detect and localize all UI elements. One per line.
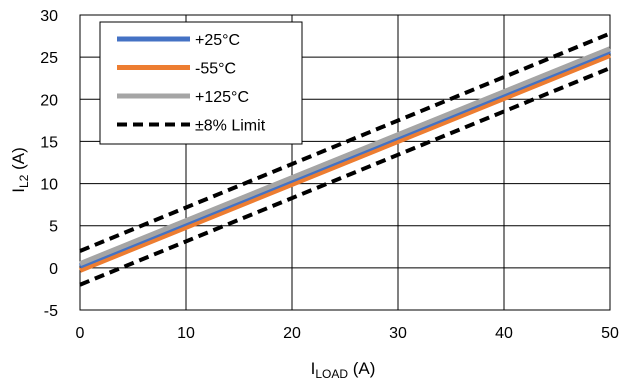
x-tick-label: 0 [76, 325, 85, 342]
x-tick-label: 30 [389, 325, 407, 342]
legend-label: ±8% Limit [195, 118, 266, 135]
x-tick-label: 50 [601, 325, 619, 342]
x-axis-label-main: I [311, 359, 316, 378]
series-lines [79, 31, 611, 287]
legend-label: +25°C [195, 32, 240, 49]
series-line-1 [79, 53, 611, 273]
tick-labels: 0 10 20 30 40 50 -5 0 5 10 15 20 25 30 [40, 8, 619, 342]
legend: +25°C -55°C +125°C ±8% Limit [99, 21, 303, 145]
y-tick-label: -5 [44, 303, 58, 320]
y-tick-label: 5 [49, 219, 58, 236]
y-tick-label: 20 [40, 92, 58, 109]
x-tick-label: 40 [495, 325, 513, 342]
legend-label: -55°C [195, 61, 236, 78]
y-tick-label: 30 [40, 8, 58, 25]
series-line-2 [79, 46, 611, 266]
y-tick-label: 0 [49, 261, 58, 278]
y-axis-label: IL2 (A) [9, 147, 31, 192]
plot-area-border [79, 14, 611, 311]
legend-label: +125°C [195, 89, 249, 106]
y-tick-label: 25 [40, 50, 58, 67]
x-axis-label-sub: LOAD [315, 367, 348, 381]
x-tick-label: 20 [283, 325, 301, 342]
x-axis-label-unit: (A) [348, 359, 375, 378]
y-axis-label-main: I [9, 188, 28, 193]
y-tick-label: 10 [40, 177, 58, 194]
x-tick-label: 10 [177, 325, 195, 342]
y-axis-label-unit: (A) [9, 147, 28, 174]
x-axis-label: ILOAD (A) [311, 359, 376, 381]
y-axis-label-sub: L2 [17, 174, 31, 188]
y-tick-label: 15 [40, 134, 58, 151]
